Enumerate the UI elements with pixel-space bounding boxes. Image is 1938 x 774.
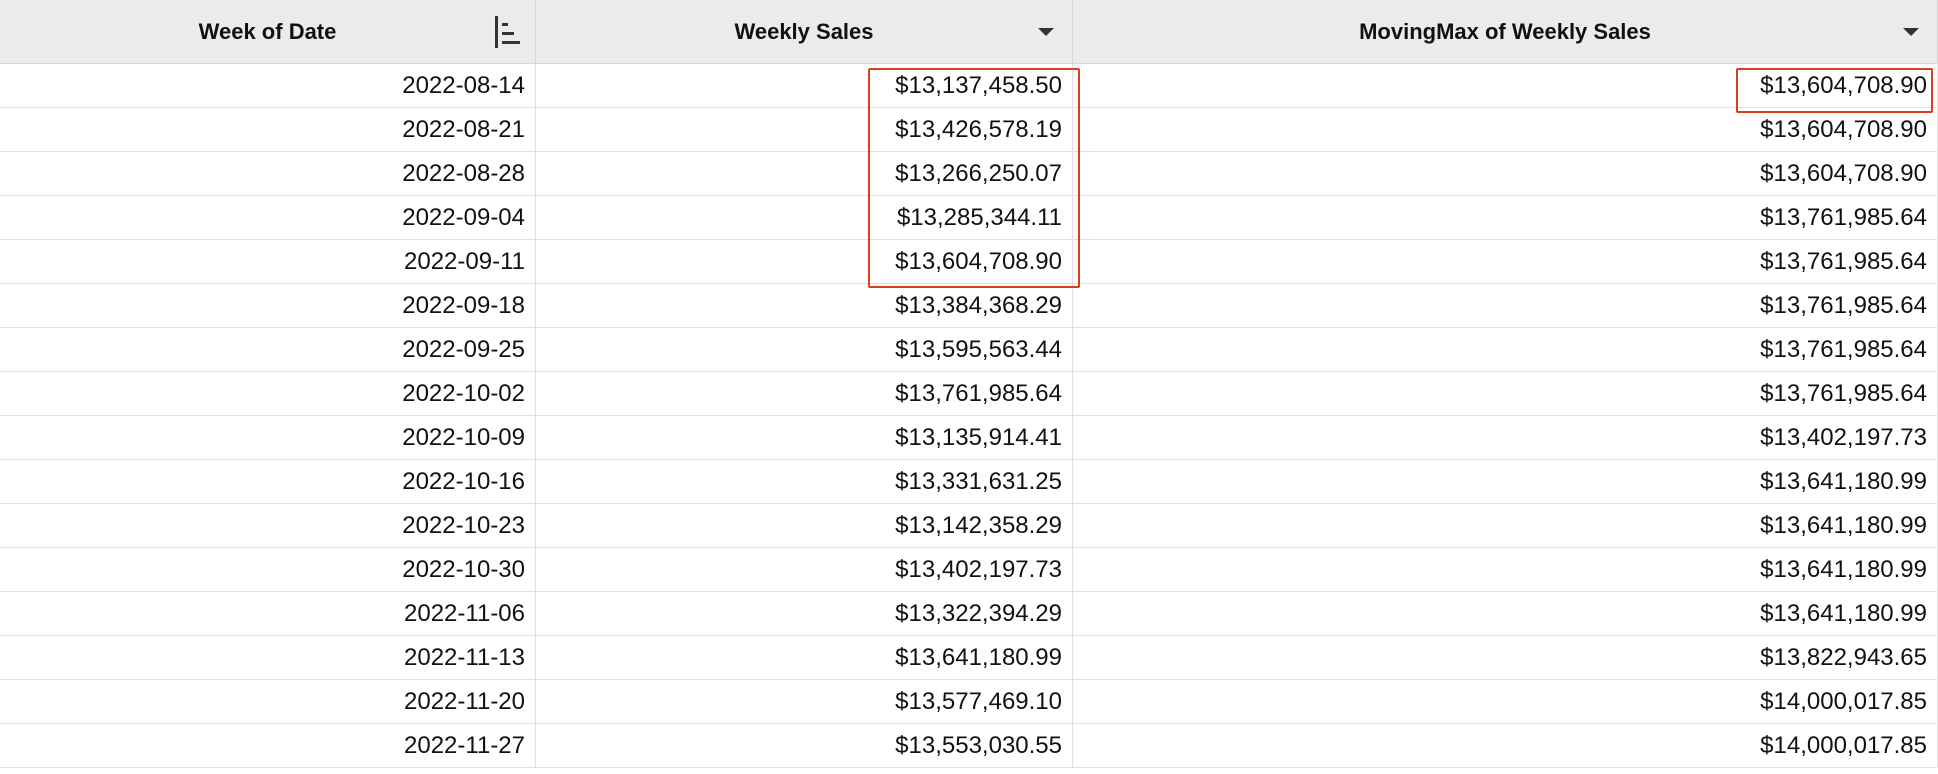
table-cell: 2022-10-30 xyxy=(0,548,536,592)
table-cell: $13,761,985.64 xyxy=(1073,240,1938,284)
table-cell: $13,142,358.29 xyxy=(536,504,1073,548)
table-cell: 2022-08-21 xyxy=(0,108,536,152)
column-header[interactable]: Weekly Sales xyxy=(536,0,1073,64)
table-cell: 2022-09-11 xyxy=(0,240,536,284)
table-cell: 2022-11-06 xyxy=(0,592,536,636)
table-row: 2022-10-02 $13,761,985.64 $13,761,985.64 xyxy=(0,372,1938,416)
table-row: 2022-11-27 $13,553,030.55 $14,000,017.85 xyxy=(0,724,1938,768)
header-row: Week of Date Weekly Sales MovingMax of W… xyxy=(0,0,1938,64)
table-cell: $13,641,180.99 xyxy=(536,636,1073,680)
table-cell: 2022-11-20 xyxy=(0,680,536,724)
table-cell: $13,604,708.90 xyxy=(1073,64,1938,108)
table-row: 2022-09-18 $13,384,368.29 $13,761,985.64 xyxy=(0,284,1938,328)
table-row: 2022-11-06 $13,322,394.29 $13,641,180.99 xyxy=(0,592,1938,636)
table-cell: 2022-11-27 xyxy=(0,724,536,768)
table-row: 2022-09-11 $13,604,708.90 $13,761,985.64 xyxy=(0,240,1938,284)
table-cell: $13,322,394.29 xyxy=(536,592,1073,636)
table-cell: 2022-09-25 xyxy=(0,328,536,372)
table-cell: 2022-09-04 xyxy=(0,196,536,240)
table-cell: 2022-10-23 xyxy=(0,504,536,548)
table-cell: $13,331,631.25 xyxy=(536,460,1073,504)
header-text: Weekly Sales xyxy=(734,18,874,44)
table-cell: $13,761,985.64 xyxy=(1073,284,1938,328)
table-cell: $13,761,985.64 xyxy=(536,372,1073,416)
highlight-box xyxy=(1736,68,1933,113)
table-cell: $13,137,458.50 xyxy=(536,64,1073,108)
table-cell: $13,553,030.55 xyxy=(536,724,1073,768)
table-cell: $13,384,368.29 xyxy=(536,284,1073,328)
table-row: 2022-11-13 $13,641,180.99 $13,822,943.65 xyxy=(0,636,1938,680)
table-cell: $13,595,563.44 xyxy=(536,328,1073,372)
table-row: 2022-08-21 $13,426,578.19 $13,604,708.90 xyxy=(0,108,1938,152)
table-cell: $13,266,250.07 xyxy=(536,152,1073,196)
dropdown-icon[interactable] xyxy=(1038,27,1054,37)
table-row: 2022-11-20 $13,577,469.10 $14,000,017.85 xyxy=(0,680,1938,724)
table-cell: $13,577,469.10 xyxy=(536,680,1073,724)
table-cell: 2022-10-09 xyxy=(0,416,536,460)
table-cell: $13,641,180.99 xyxy=(1073,592,1938,636)
table-cell: 2022-11-13 xyxy=(0,636,536,680)
table-cell: $13,641,180.99 xyxy=(1073,548,1938,592)
table-row: 2022-08-28 $13,266,250.07 $13,604,708.90 xyxy=(0,152,1938,196)
table-row: 2022-10-09 $13,135,914.41 $13,402,197.73 xyxy=(0,416,1938,460)
highlight-box xyxy=(868,68,1080,288)
table-row: 2022-09-25 $13,595,563.44 $13,761,985.64 xyxy=(0,328,1938,372)
table-row: 2022-10-23 $13,142,358.29 $13,641,180.99 xyxy=(0,504,1938,548)
table-cell: $13,604,708.90 xyxy=(1073,152,1938,196)
table-cell: $13,426,578.19 xyxy=(536,108,1073,152)
table-cell: $13,641,180.99 xyxy=(1073,460,1938,504)
table-cell: $13,641,180.99 xyxy=(1073,504,1938,548)
table-cell: $13,135,914.41 xyxy=(536,416,1073,460)
dropdown-icon[interactable] xyxy=(1903,27,1919,37)
table-cell: $13,761,985.64 xyxy=(1073,196,1938,240)
sort-icon[interactable] xyxy=(493,15,523,49)
table-cell: $13,761,985.64 xyxy=(1073,328,1938,372)
table-cell: 2022-10-02 xyxy=(0,372,536,416)
table-cell: $13,402,197.73 xyxy=(536,548,1073,592)
table-row: 2022-10-30 $13,402,197.73 $13,641,180.99 xyxy=(0,548,1938,592)
table-cell: $14,000,017.85 xyxy=(1073,680,1938,724)
table-cell: $13,604,708.90 xyxy=(536,240,1073,284)
table-row: 2022-09-04 $13,285,344.11 $13,761,985.64 xyxy=(0,196,1938,240)
column-header[interactable]: Week of Date xyxy=(0,0,536,64)
table-cell: $13,402,197.73 xyxy=(1073,416,1938,460)
table-row: 2022-10-16 $13,331,631.25 $13,641,180.99 xyxy=(0,460,1938,504)
table-cell: $13,604,708.90 xyxy=(1073,108,1938,152)
column-header[interactable]: MovingMax of Weekly Sales xyxy=(1073,0,1938,64)
table-cell: 2022-08-28 xyxy=(0,152,536,196)
header-text: Week of Date xyxy=(198,18,337,44)
table-cell: $13,822,943.65 xyxy=(1073,636,1938,680)
table-cell: $13,761,985.64 xyxy=(1073,372,1938,416)
table-cell: 2022-10-16 xyxy=(0,460,536,504)
header-text: MovingMax of Weekly Sales xyxy=(1359,18,1651,44)
table-cell: 2022-08-14 xyxy=(0,64,536,108)
table-cell: $13,285,344.11 xyxy=(536,196,1073,240)
table-cell: 2022-09-18 xyxy=(0,284,536,328)
table-row: 2022-08-14 $13,137,458.50 $13,604,708.90 xyxy=(0,64,1938,108)
table-cell: $14,000,017.85 xyxy=(1073,724,1938,768)
